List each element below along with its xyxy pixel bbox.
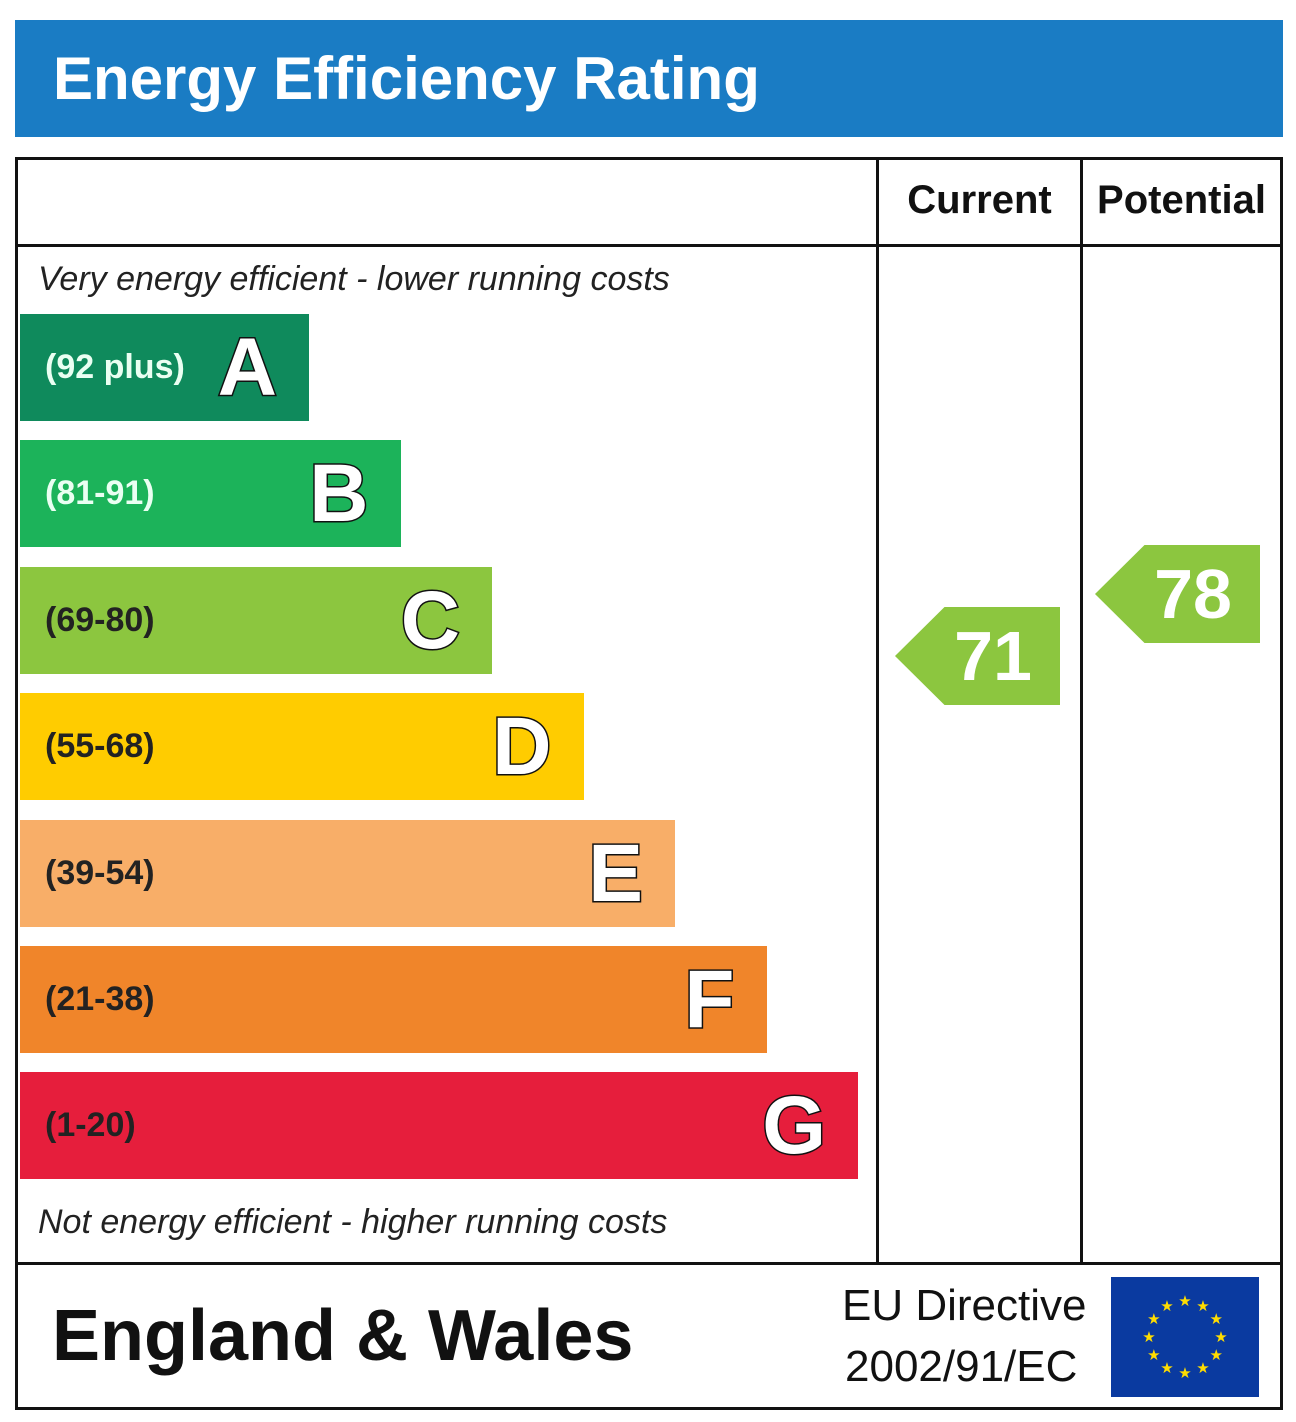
footer-divider bbox=[15, 1262, 1283, 1265]
bar-b: (81-91) B bbox=[20, 440, 401, 547]
bar-f: (21-38) F bbox=[20, 946, 767, 1053]
current-rating-value: 71 bbox=[954, 617, 1032, 695]
header-divider bbox=[15, 244, 1283, 247]
bar-c: (69-80) C bbox=[20, 567, 492, 674]
bar-range-label: (69-80) bbox=[45, 601, 155, 639]
divider-current bbox=[876, 157, 879, 1265]
bar-letter: A bbox=[216, 321, 278, 415]
flag-star: ★ bbox=[1147, 1347, 1160, 1364]
flag-star: ★ bbox=[1209, 1347, 1222, 1364]
bar-letter: B bbox=[308, 447, 370, 541]
bar-g: (1-20) G bbox=[20, 1072, 858, 1179]
bar-a: (92 plus) A bbox=[20, 314, 309, 421]
bar-d: (55-68) D bbox=[20, 693, 584, 800]
chart-title: Energy Efficiency Rating bbox=[15, 20, 1283, 137]
eu-directive-label: EU Directive bbox=[842, 1281, 1087, 1330]
column-header-potential: Potential bbox=[1097, 178, 1266, 222]
bar-letter: G bbox=[761, 1079, 828, 1173]
flag-star: ★ bbox=[1214, 1329, 1227, 1346]
column-header-current: Current bbox=[907, 178, 1052, 222]
flag-star: ★ bbox=[1142, 1329, 1155, 1346]
flag-star: ★ bbox=[1209, 1311, 1222, 1328]
divider-potential bbox=[1080, 157, 1083, 1265]
bar-range-label: (1-20) bbox=[45, 1106, 136, 1144]
bar-letter: D bbox=[491, 700, 553, 794]
bar-range-label: (55-68) bbox=[45, 727, 155, 765]
bar-range-label: (21-38) bbox=[45, 980, 155, 1018]
note-top: Very energy efficient - lower running co… bbox=[38, 260, 670, 298]
bar-letter: C bbox=[399, 574, 461, 668]
flag-star: ★ bbox=[1178, 1293, 1191, 1310]
eu-flag-icon: ★ ★ ★ ★ ★ ★ ★ ★ ★ ★ ★ ★ bbox=[1111, 1277, 1259, 1397]
bar-range-label: (81-91) bbox=[45, 474, 155, 512]
flag-star: ★ bbox=[1178, 1365, 1191, 1382]
flag-star: ★ bbox=[1160, 1298, 1173, 1315]
bar-range-label: (39-54) bbox=[45, 854, 155, 892]
bar-e: (39-54) E bbox=[20, 820, 675, 927]
flag-star: ★ bbox=[1196, 1360, 1209, 1377]
bar-letter: F bbox=[683, 953, 736, 1047]
potential-rating-value: 78 bbox=[1154, 555, 1232, 633]
footer-region: England & Wales bbox=[52, 1296, 634, 1376]
bar-letter: E bbox=[587, 827, 645, 921]
flag-star: ★ bbox=[1160, 1360, 1173, 1377]
bar-range-label: (92 plus) bbox=[45, 348, 185, 386]
eu-directive-number: 2002/91/EC bbox=[845, 1342, 1078, 1391]
rating-frame bbox=[15, 157, 1283, 1410]
flag-star: ★ bbox=[1147, 1311, 1160, 1328]
note-bottom: Not energy efficient - higher running co… bbox=[38, 1203, 668, 1241]
flag-star: ★ bbox=[1196, 1298, 1209, 1315]
